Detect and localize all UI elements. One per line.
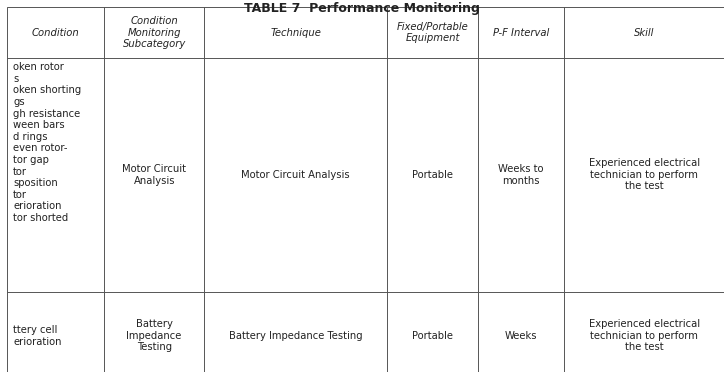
Text: Technique: Technique [270, 28, 321, 38]
Text: P-F Interval: P-F Interval [493, 28, 550, 38]
Text: Experienced electrical
technician to perform
the test: Experienced electrical technician to per… [589, 319, 699, 352]
Text: TABLE 7  Performance Monitoring: TABLE 7 Performance Monitoring [244, 2, 480, 15]
Text: Condition
Monitoring
Subcategory: Condition Monitoring Subcategory [122, 16, 186, 49]
Text: Battery
Impedance
Testing: Battery Impedance Testing [127, 319, 182, 352]
Text: ttery cell
erioration: ttery cell erioration [13, 325, 62, 347]
Text: Portable: Portable [412, 170, 453, 180]
Text: Skill: Skill [634, 28, 654, 38]
Text: Condition: Condition [32, 28, 80, 38]
Text: Battery Impedance Testing: Battery Impedance Testing [229, 331, 363, 341]
Text: oken rotor
s
oken shorting
gs
gh resistance
ween bars
d rings
even rotor-
tor ga: oken rotor s oken shorting gs gh resista… [13, 62, 81, 223]
Text: Weeks to
months: Weeks to months [498, 164, 544, 186]
Text: Weeks: Weeks [505, 331, 537, 341]
Text: Portable: Portable [412, 331, 453, 341]
Text: Motor Circuit
Analysis: Motor Circuit Analysis [122, 164, 186, 186]
Text: Experienced electrical
technician to perform
the test: Experienced electrical technician to per… [589, 158, 699, 192]
Text: Motor Circuit Analysis: Motor Circuit Analysis [241, 170, 350, 180]
Text: Fixed/Portable
Equipment: Fixed/Portable Equipment [397, 22, 468, 44]
